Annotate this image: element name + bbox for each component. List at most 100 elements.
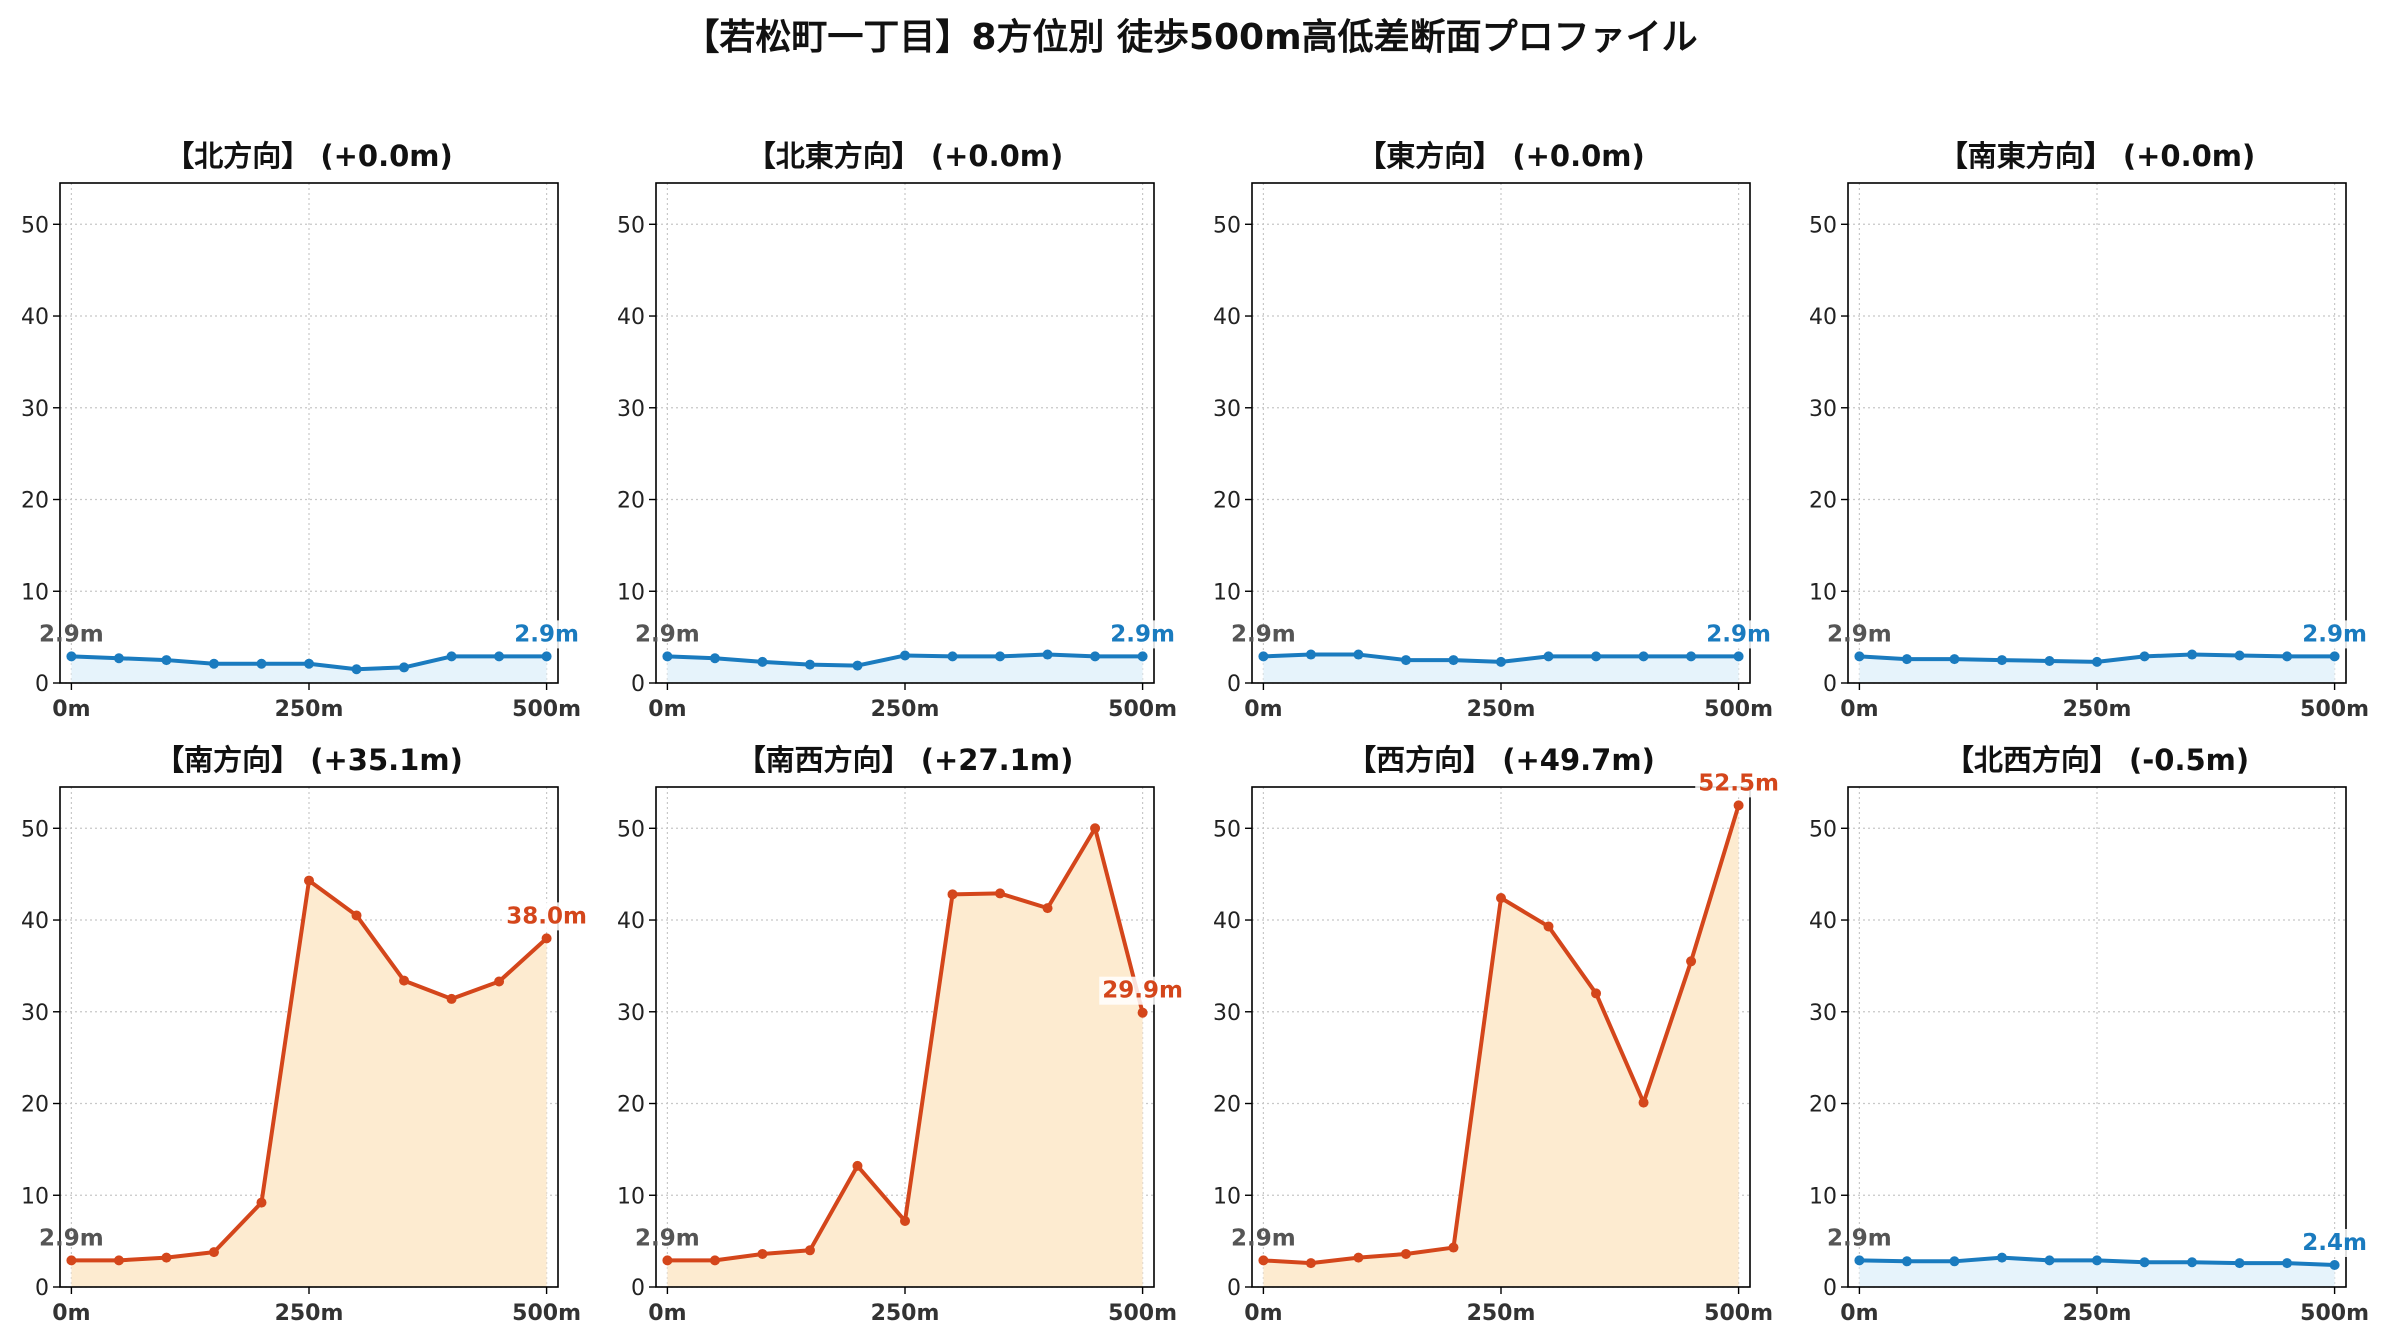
data-point <box>995 888 1006 899</box>
data-point <box>1400 1248 1411 1259</box>
y-tick-label: 20 <box>21 489 49 514</box>
data-point <box>1733 800 1744 811</box>
data-point <box>304 658 314 669</box>
y-tick-label: 50 <box>617 213 645 238</box>
figure-title: 【若松町一丁目】8方位別 徒歩500m高低差断面プロファイル <box>683 17 1698 58</box>
data-point <box>66 651 77 662</box>
data-point <box>2044 655 2055 666</box>
data-point <box>1733 651 1744 662</box>
chart-title: 【南西方向】 (+27.1m) <box>737 743 1074 777</box>
x-tick-label: 500m <box>1704 1301 1773 1326</box>
data-point <box>1949 654 1960 665</box>
data-point <box>2329 1259 2340 1270</box>
start-elevation-label: 2.9m <box>1231 621 1296 647</box>
data-point <box>161 1252 172 1263</box>
data-point <box>1305 649 1316 660</box>
end-label-background <box>2299 1228 2370 1257</box>
y-tick-label: 30 <box>1213 397 1241 422</box>
start-elevation-label: 2.9m <box>1827 1225 1892 1251</box>
y-tick-label: 0 <box>631 1276 645 1301</box>
area-fill <box>1263 805 1739 1287</box>
data-point <box>494 651 505 662</box>
data-point <box>446 993 457 1004</box>
y-tick-label: 50 <box>1213 213 1241 238</box>
data-point <box>2092 656 2102 667</box>
data-point <box>852 660 863 671</box>
data-point <box>66 1255 77 1266</box>
x-tick-label: 0m <box>1840 1301 1878 1326</box>
data-point <box>304 875 314 886</box>
data-point <box>1496 656 1506 667</box>
start-elevation-label: 2.9m <box>1827 621 1892 647</box>
x-tick-label: 0m <box>648 697 686 722</box>
y-tick-label: 10 <box>617 1184 645 1209</box>
area-fill <box>667 654 1143 683</box>
data-point <box>113 1255 124 1266</box>
data-point <box>399 662 410 673</box>
y-tick-label: 0 <box>1823 1276 1837 1301</box>
data-point <box>1305 1258 1316 1269</box>
y-tick-label: 50 <box>21 213 49 238</box>
data-point <box>1258 1255 1269 1266</box>
end-elevation-label: 38.0m <box>506 903 587 929</box>
data-point <box>995 651 1006 662</box>
data-point <box>2234 650 2245 661</box>
data-point <box>1090 651 1101 662</box>
data-point <box>1090 823 1101 834</box>
data-point <box>1543 651 1554 662</box>
x-tick-label: 250m <box>1467 697 1536 722</box>
data-point <box>900 1215 910 1226</box>
data-point <box>1353 649 1364 660</box>
start-elevation-label: 2.9m <box>39 621 104 647</box>
end-label-background <box>503 902 590 931</box>
y-tick-label: 50 <box>1809 213 1837 238</box>
end-elevation-label: 52.5m <box>1698 770 1779 796</box>
end-elevation-label: 2.9m <box>514 621 579 647</box>
area-fill <box>667 828 1143 1287</box>
data-point <box>947 651 958 662</box>
y-tick-label: 20 <box>1213 1093 1241 1118</box>
x-tick-label: 500m <box>1704 697 1773 722</box>
x-tick-label: 500m <box>512 1301 581 1326</box>
data-point <box>2187 649 2198 660</box>
x-tick-label: 0m <box>648 1301 686 1326</box>
area-fill <box>71 880 547 1287</box>
end-label-background <box>1099 976 1186 1005</box>
y-tick-label: 10 <box>1213 1184 1241 1209</box>
area-fill <box>1859 654 2335 683</box>
end-label-background <box>1695 769 1782 798</box>
chart-title: 【北東方向】 (+0.0m) <box>747 139 1064 173</box>
data-point <box>1686 651 1697 662</box>
y-tick-label: 0 <box>1823 672 1837 697</box>
y-tick-label: 30 <box>617 1001 645 1026</box>
x-tick-label: 250m <box>871 1301 940 1326</box>
x-tick-label: 250m <box>275 697 344 722</box>
end-elevation-label: 2.4m <box>2302 1230 2367 1256</box>
y-tick-label: 10 <box>617 580 645 605</box>
chart-title: 【西方向】 (+49.7m) <box>1347 743 1655 777</box>
end-elevation-label: 2.9m <box>1706 621 1771 647</box>
x-tick-label: 0m <box>1244 1301 1282 1326</box>
y-tick-label: 0 <box>35 1276 49 1301</box>
y-tick-label: 30 <box>1213 1001 1241 1026</box>
y-tick-label: 20 <box>1809 489 1837 514</box>
data-point <box>2282 651 2293 662</box>
chart-title: 【北方向】 (+0.0m) <box>165 139 453 173</box>
chart-title: 【東方向】 (+0.0m) <box>1357 139 1645 173</box>
data-point <box>947 889 958 900</box>
data-point <box>1686 956 1697 967</box>
data-point <box>113 653 124 664</box>
data-point <box>1901 1256 1912 1267</box>
data-point <box>709 653 720 664</box>
x-tick-label: 500m <box>2300 1301 2369 1326</box>
x-tick-label: 0m <box>52 1301 90 1326</box>
data-point <box>2329 651 2340 662</box>
y-tick-label: 20 <box>617 489 645 514</box>
x-tick-label: 0m <box>52 697 90 722</box>
data-point <box>2044 1255 2055 1266</box>
data-point <box>804 1245 815 1256</box>
y-tick-label: 40 <box>1213 909 1241 934</box>
